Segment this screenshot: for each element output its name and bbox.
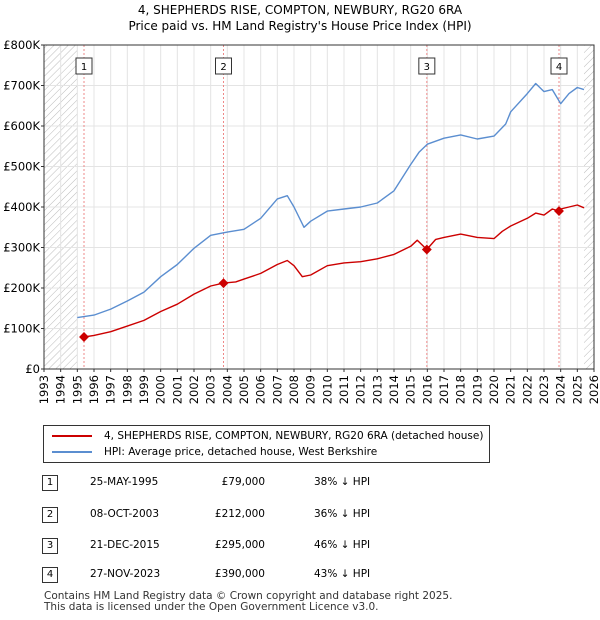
sale-price: £79,000 xyxy=(221,476,265,488)
sale-date: 27-NOV-2023 xyxy=(90,568,161,580)
x-tick-label: 2020 xyxy=(487,375,501,404)
x-tick-label: 2007 xyxy=(270,375,284,404)
x-tick-label: 2022 xyxy=(520,375,534,404)
sale-hpi-diff: 46% ↓ HPI xyxy=(314,539,371,551)
x-tick-label: 2010 xyxy=(320,375,334,404)
legend-swatch-blue xyxy=(52,451,92,453)
table-marker-2: 2 xyxy=(42,507,58,523)
transaction-box-2 xyxy=(215,57,232,75)
y-tick-label: £100K xyxy=(3,322,40,336)
chart-subtitle: Price paid vs. HM Land Registry's House … xyxy=(128,19,472,33)
transaction-box-1 xyxy=(75,57,93,75)
x-tick-label: 2023 xyxy=(537,375,551,404)
chart-title: 4, SHEPHERDS RISE, COMPTON, NEWBURY, RG2… xyxy=(137,3,463,17)
series-line-property xyxy=(83,204,585,338)
legend-item-hpi: HPI: Average price, detached house, West… xyxy=(52,445,377,459)
x-tick-label: 2003 xyxy=(204,375,218,404)
y-tick-label: £200K xyxy=(3,281,40,295)
transaction-box-label-1: 1 xyxy=(81,62,87,73)
x-tick-label: 1998 xyxy=(120,375,134,404)
y-tick-label: £800K xyxy=(3,38,40,52)
x-tick-label: 2019 xyxy=(470,375,484,404)
legend-item-property: 4, SHEPHERDS RISE, COMPTON, NEWBURY, RG2… xyxy=(52,429,483,443)
x-tick-label: 2021 xyxy=(504,375,518,404)
x-tick-label: 1993 xyxy=(37,375,51,404)
x-tick-label: 2012 xyxy=(354,375,368,404)
footer-licence: This data is licensed under the Open Gov… xyxy=(44,601,379,613)
legend-swatch-red xyxy=(52,435,92,437)
x-tick-label: 1994 xyxy=(54,375,68,404)
y-tick-label: £400K xyxy=(3,200,40,214)
transaction-box-3 xyxy=(418,57,436,75)
y-tick-label: £300K xyxy=(3,241,40,255)
x-tick-label: 2017 xyxy=(437,375,451,404)
x-tick-label: 1996 xyxy=(87,375,101,404)
x-tick-label: 2008 xyxy=(287,375,301,404)
legend-label-hpi: HPI: Average price, detached house, West… xyxy=(104,446,378,458)
x-tick-label: 2000 xyxy=(154,375,168,404)
transaction-box-label-3: 3 xyxy=(424,62,430,73)
sale-hpi-diff: 38% ↓ HPI xyxy=(314,476,371,488)
price-chart: 1 2 3 4 £0 £100K £200K £300K £400K £500K £600K £70… xyxy=(3,38,600,404)
x-tick-label: 2018 xyxy=(454,375,468,404)
x-tick-label: 2005 xyxy=(237,375,251,404)
x-tick-label: 2025 xyxy=(570,375,584,404)
sale-hpi-diff: 36% ↓ HPI xyxy=(314,508,371,520)
transaction-box-4 xyxy=(550,57,568,75)
x-tick-label: 2013 xyxy=(370,375,384,404)
transaction-box-label-4: 4 xyxy=(556,62,562,73)
y-tick-label: £700K xyxy=(3,79,40,93)
sale-price: £212,000 xyxy=(214,508,265,520)
sale-date: 21-DEC-2015 xyxy=(90,539,160,551)
x-tick-label: 1997 xyxy=(104,375,118,404)
table-marker-3: 3 xyxy=(42,538,58,554)
x-tick-label: 2026 xyxy=(587,375,600,404)
sale-marker-2 xyxy=(218,278,229,289)
sale-price: £390,000 xyxy=(214,568,265,580)
footer-copyright: Contains HM Land Registry data © Crown c… xyxy=(44,590,453,602)
table-marker-1: 1 xyxy=(42,475,58,491)
chart-legend: 4, SHEPHERDS RISE, COMPTON, NEWBURY, RG2… xyxy=(43,425,490,463)
legend-label-property: 4, SHEPHERDS RISE, COMPTON, NEWBURY, RG2… xyxy=(104,430,484,442)
transaction-box-label-2: 2 xyxy=(220,62,226,73)
sale-date: 08-OCT-2003 xyxy=(90,508,159,520)
x-tick-label: 2015 xyxy=(404,375,418,404)
x-tick-label: 2024 xyxy=(554,375,568,404)
x-tick-label: 1995 xyxy=(70,375,84,404)
x-tick-label: 2004 xyxy=(220,375,234,404)
x-tick-label: 2002 xyxy=(187,375,201,404)
y-tick-label: £0 xyxy=(25,362,40,376)
sale-marker-4 xyxy=(554,206,564,216)
sale-price: £295,000 xyxy=(214,539,265,551)
sale-marker-1 xyxy=(79,332,89,342)
sale-marker-3 xyxy=(421,244,432,255)
x-tick-label: 2014 xyxy=(387,375,401,404)
x-tick-label: 1999 xyxy=(137,375,151,404)
series-line-hpi xyxy=(77,82,585,319)
sale-hpi-diff: 43% ↓ HPI xyxy=(314,568,371,580)
y-tick-label: £500K xyxy=(3,160,40,174)
x-tick-label: 2011 xyxy=(337,375,351,404)
x-tick-label: 2006 xyxy=(254,375,268,404)
x-tick-label: 2016 xyxy=(420,375,434,404)
y-tick-label: £600K xyxy=(3,119,40,133)
sale-date: 25-MAY-1995 xyxy=(90,476,159,488)
x-tick-label: 2001 xyxy=(170,375,184,404)
x-tick-label: 2009 xyxy=(304,375,318,404)
table-marker-4: 4 xyxy=(42,567,58,583)
